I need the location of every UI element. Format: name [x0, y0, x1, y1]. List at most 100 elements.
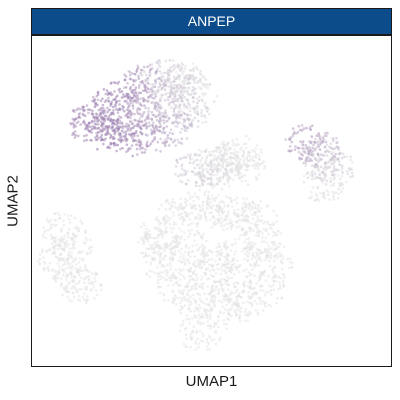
- cell-point: [189, 288, 192, 291]
- cell-point: [96, 116, 99, 120]
- cell-point: [265, 228, 268, 231]
- cell-point: [196, 258, 200, 262]
- cell-point: [180, 174, 184, 177]
- cell-point: [158, 85, 162, 88]
- cell-point: [296, 146, 300, 150]
- cell-point: [180, 114, 183, 118]
- cell-point: [208, 172, 212, 176]
- cell-point: [217, 210, 221, 214]
- cell-point: [192, 100, 195, 103]
- cell-point: [211, 288, 214, 291]
- cell-point: [305, 126, 308, 130]
- cell-point: [315, 134, 319, 138]
- cell-point: [319, 139, 322, 143]
- cell-point: [193, 110, 197, 114]
- cell-point: [201, 207, 205, 210]
- cell-point: [171, 211, 175, 214]
- cell-point: [63, 260, 67, 263]
- cell-point: [119, 125, 123, 129]
- cell-point: [194, 181, 198, 184]
- cell-point: [171, 290, 175, 293]
- cell-point: [136, 64, 140, 68]
- cell-point: [257, 173, 261, 176]
- cell-point: [213, 196, 216, 200]
- cell-point: [152, 127, 156, 131]
- cell-point: [152, 97, 156, 100]
- cell-point: [280, 296, 283, 300]
- cell-point: [199, 206, 202, 209]
- cell-point: [223, 241, 226, 245]
- cell-point: [192, 262, 196, 266]
- cell-point: [314, 137, 317, 141]
- cell-point: [267, 303, 271, 307]
- cell-point: [99, 135, 103, 139]
- cell-point: [51, 246, 55, 249]
- cell-point: [208, 263, 211, 267]
- cell-point: [206, 177, 209, 180]
- cell-point: [142, 89, 145, 93]
- cell-point: [187, 317, 191, 321]
- cell-point: [198, 162, 202, 165]
- cell-point: [110, 122, 114, 126]
- cell-point: [259, 207, 263, 210]
- cell-point: [318, 156, 321, 159]
- cell-point: [96, 147, 99, 151]
- cell-point: [259, 299, 262, 303]
- cell-point: [172, 245, 175, 249]
- cell-point: [222, 298, 226, 301]
- cell-point: [259, 302, 263, 306]
- cell-point: [346, 172, 350, 176]
- cell-point: [147, 95, 150, 99]
- cell-point: [197, 303, 201, 307]
- cell-point: [134, 72, 137, 76]
- cell-point: [177, 63, 181, 67]
- cell-point: [332, 163, 335, 166]
- cell-point: [109, 119, 112, 123]
- cell-point: [302, 174, 306, 178]
- cell-point: [261, 232, 264, 235]
- cell-point: [283, 276, 286, 279]
- cell-point: [265, 255, 268, 259]
- cell-point: [48, 262, 52, 265]
- cell-point: [272, 234, 275, 238]
- cell-point: [341, 152, 345, 155]
- cell-point: [278, 281, 281, 284]
- cell-point: [230, 290, 233, 294]
- cell-point: [316, 140, 320, 144]
- cell-point: [99, 138, 103, 142]
- cell-point: [193, 313, 197, 317]
- cell-point: [302, 180, 306, 184]
- cell-point: [311, 146, 315, 150]
- cell-point: [144, 251, 148, 255]
- cell-point: [243, 280, 246, 284]
- cell-point: [113, 90, 116, 93]
- cell-point: [220, 224, 223, 228]
- cell-point: [170, 65, 174, 69]
- cell-point: [83, 281, 86, 285]
- cell-point: [162, 126, 166, 130]
- cell-point: [244, 203, 247, 207]
- cell-point: [256, 161, 260, 165]
- cell-point: [66, 233, 70, 236]
- cell-point: [184, 156, 188, 159]
- cell-point: [140, 104, 143, 108]
- cell-point: [154, 241, 157, 244]
- cell-point: [126, 108, 130, 111]
- cell-point: [223, 201, 226, 205]
- cell-point: [230, 227, 233, 230]
- cell-point: [100, 106, 103, 110]
- cell-point: [313, 171, 316, 174]
- cell-point: [239, 167, 242, 170]
- cell-point: [71, 246, 74, 250]
- cell-point: [61, 240, 65, 243]
- cell-point: [259, 284, 262, 288]
- cell-point: [183, 67, 187, 71]
- cell-point: [148, 229, 151, 232]
- cell-point: [329, 146, 333, 150]
- cell-point: [192, 200, 195, 203]
- cell-point: [75, 282, 78, 286]
- cell-point: [139, 91, 142, 95]
- cell-point: [74, 257, 78, 260]
- cell-point: [203, 257, 206, 261]
- cell-point: [263, 271, 266, 274]
